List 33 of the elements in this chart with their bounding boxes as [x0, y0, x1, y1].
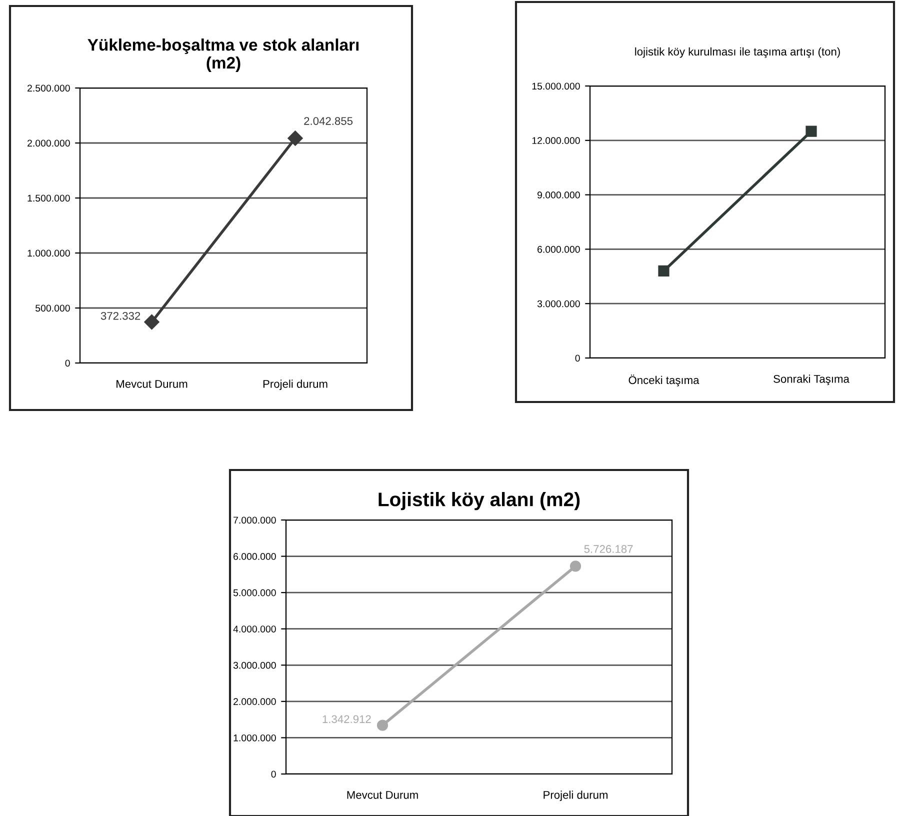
y-tick-label: 3.000.000: [537, 300, 580, 308]
chart-title: Yükleme-boşaltma ve stok alanları (m2): [88, 38, 359, 72]
y-tick-label: 500.000: [36, 304, 70, 312]
y-tick-label: 1.000.000: [28, 250, 70, 257]
chart-title: Lojistik köy alanı (m2): [378, 492, 580, 510]
y-tick-label: 12.000.000: [532, 137, 580, 144]
x-tick-label: Önceki taşıma: [628, 374, 700, 386]
x-tick-label: Projeli durum: [263, 380, 328, 390]
y-tick-label: 1.000.000: [234, 734, 276, 742]
x-tick-label: Mevcut Durum: [347, 791, 418, 799]
y-tick-label: 6.000.000: [538, 246, 580, 253]
chart-title: lojistik köy kurulması ile taşıma artışı (ton): [635, 47, 840, 58]
y-tick-label: 6.000.000: [234, 553, 276, 560]
y-tick-label: 2.500.000: [28, 84, 70, 92]
y-tick-label: 3.000.000: [233, 662, 276, 669]
x-tick-label: Mevcut Durum: [116, 380, 188, 388]
data-label: 5.726.187: [584, 545, 633, 553]
data-label: 1.342.912: [322, 715, 371, 724]
y-tick-label: 0: [65, 360, 70, 367]
y-tick-label: 9.000.000: [537, 192, 580, 198]
y-tick-label: 5.000.000: [233, 589, 276, 596]
y-tick-label: 7.000.000: [234, 516, 276, 524]
y-tick-label: 4.000.000: [233, 626, 276, 632]
data-label: 372.332: [100, 312, 140, 320]
x-tick-label: Projeli durum: [544, 790, 608, 802]
y-tick-label: 1.500.000: [28, 194, 70, 202]
data-label: 2.042.855: [304, 117, 353, 125]
y-tick-label: 2.000.000: [28, 140, 70, 147]
y-tick-label: 2.000.000: [234, 698, 276, 706]
y-tick-label: 0: [575, 354, 580, 362]
x-tick-label: Sonraki Taşıma: [774, 374, 850, 386]
y-tick-label: 0: [271, 770, 276, 778]
y-tick-label: 15.000.000: [532, 82, 580, 90]
